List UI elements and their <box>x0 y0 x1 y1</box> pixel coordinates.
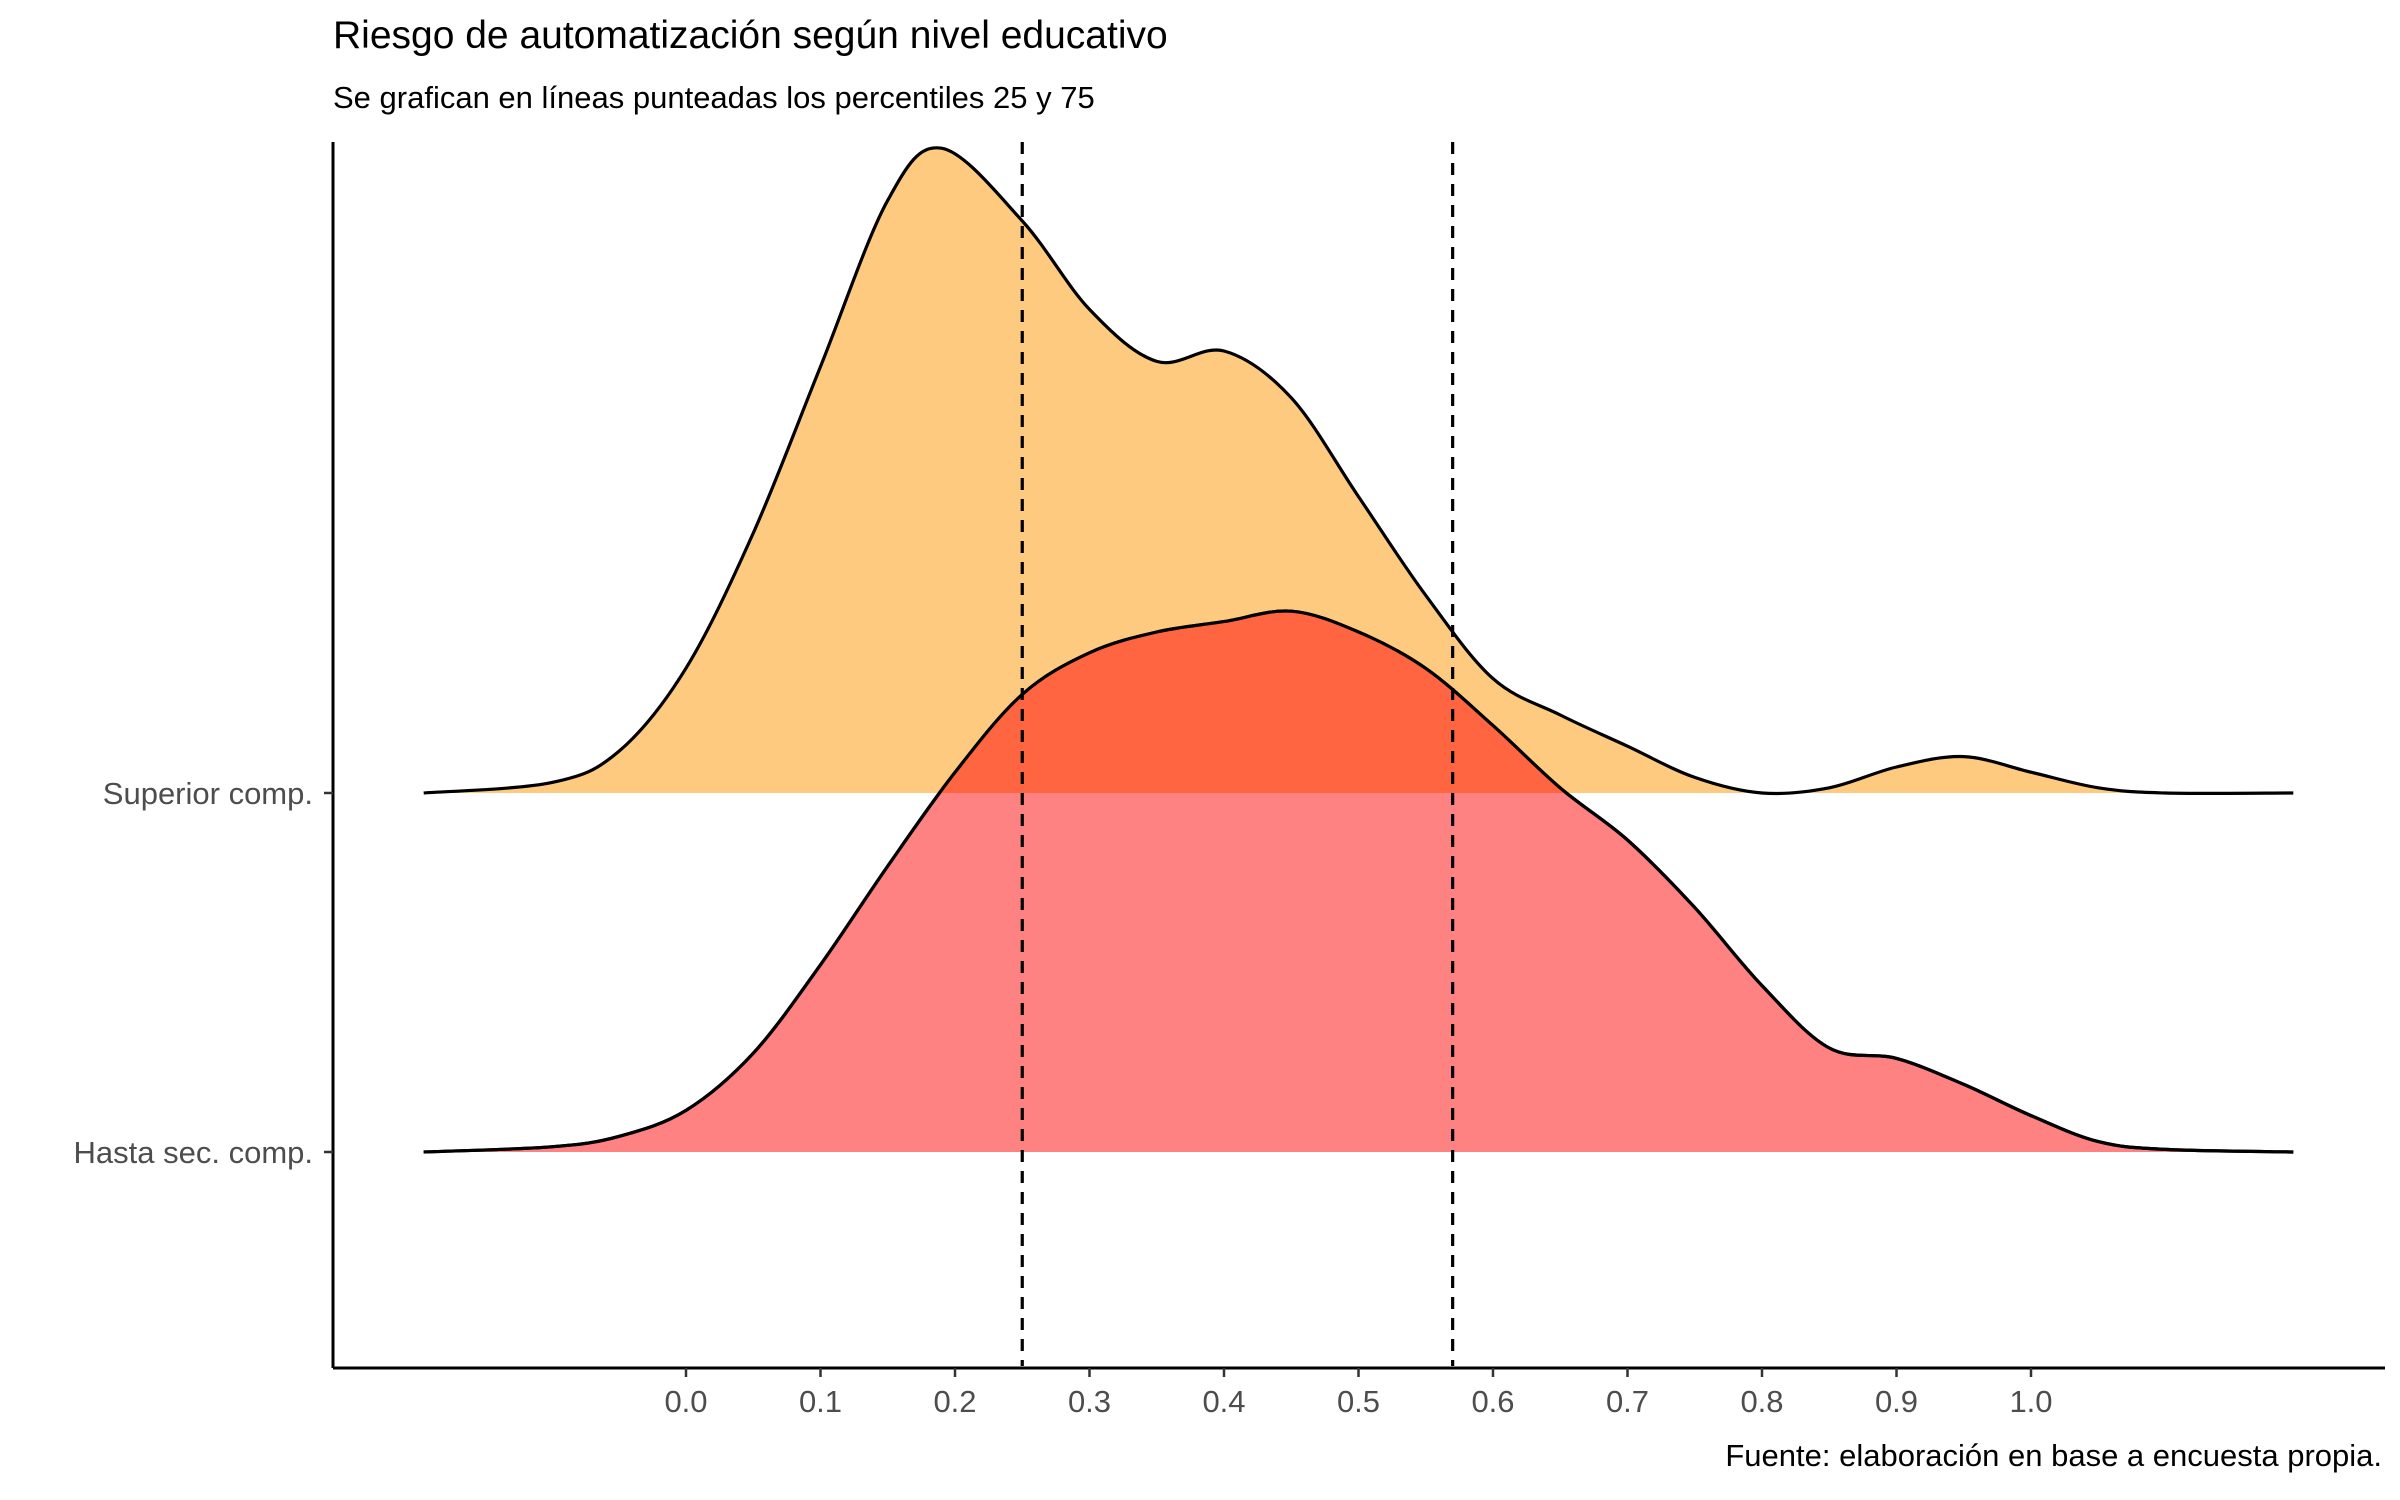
y-tick-label: Hasta sec. comp. <box>74 1135 313 1170</box>
x-tick-label: 0.1 <box>799 1384 842 1419</box>
x-tick-label: 0.9 <box>1875 1384 1918 1419</box>
x-tick-label: 0.4 <box>1202 1384 1245 1419</box>
y-tick-label: Superior comp. <box>103 776 313 811</box>
x-tick-label: 0.2 <box>933 1384 976 1419</box>
ridge-line-hasta-sec-comp-front <box>423 609 2294 1154</box>
ridge-line-superior-comp <box>423 146 2294 796</box>
x-tick-label: 0.8 <box>1740 1384 1783 1419</box>
axes <box>324 142 2385 1377</box>
x-tick-label: 1.0 <box>2009 1384 2052 1419</box>
x-tick-label: 0.0 <box>664 1384 707 1419</box>
chart-subtitle: Se grafican en líneas punteadas los perc… <box>333 80 1095 115</box>
ridge-area-hasta-sec-comp <box>423 610 2294 1152</box>
x-tick-label: 0.3 <box>1068 1384 1111 1419</box>
x-tick-label: 0.6 <box>1471 1384 1514 1419</box>
x-tick-label: 0.7 <box>1606 1384 1649 1419</box>
ridge-area-superior-comp <box>423 147 2294 794</box>
chart-caption: Fuente: elaboración en base a encuesta p… <box>1725 1438 2382 1473</box>
x-tick-label: 0.5 <box>1337 1384 1380 1419</box>
percentile-lines <box>1020 142 1455 1366</box>
chart-title: Riesgo de automatización según nivel edu… <box>333 14 1168 57</box>
ridges-layer <box>423 146 2294 1154</box>
axis-labels: 0.0 0.1 0.2 0.3 0.4 0.5 0.6 0.7 0.8 0.9 1.0 Hasta s… <box>74 776 2053 1419</box>
